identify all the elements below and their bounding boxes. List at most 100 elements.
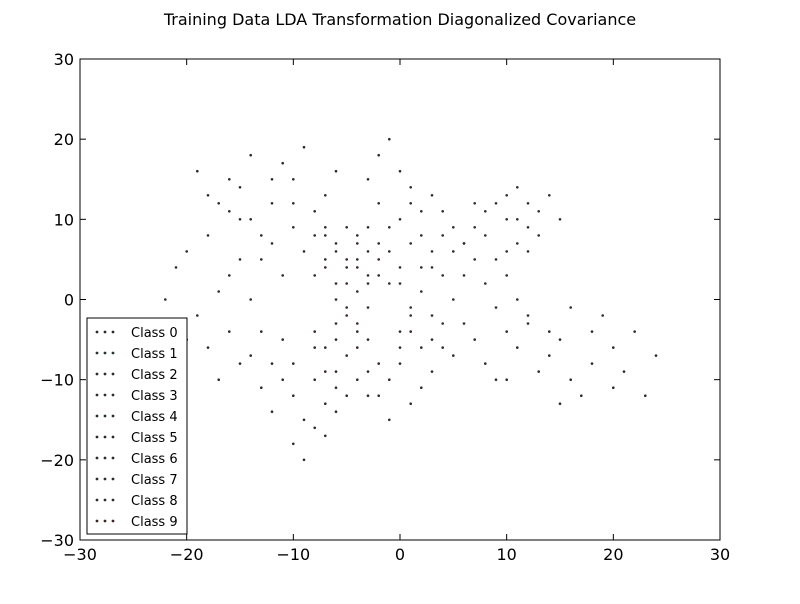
data-point xyxy=(249,354,252,357)
y-tick-label: 10 xyxy=(54,210,74,229)
legend-item[interactable]: Class 1 xyxy=(95,347,178,362)
data-point xyxy=(505,378,509,382)
data-point xyxy=(420,234,423,237)
series-5 xyxy=(249,330,349,462)
data-point xyxy=(548,194,551,197)
data-point xyxy=(420,266,423,269)
data-point xyxy=(206,234,210,237)
legend-item[interactable]: Class 6 xyxy=(95,452,178,467)
data-point xyxy=(228,210,231,213)
data-point xyxy=(356,290,359,293)
data-point xyxy=(516,298,519,301)
y-tick-label: −20 xyxy=(40,451,74,470)
data-point xyxy=(558,338,562,341)
legend-item[interactable]: Class 7 xyxy=(95,473,178,488)
data-point xyxy=(238,218,242,221)
data-point xyxy=(345,394,349,398)
data-point xyxy=(569,306,572,309)
legend-marker xyxy=(111,351,115,355)
data-point xyxy=(590,330,594,333)
data-point xyxy=(398,218,402,221)
series-4 xyxy=(505,306,658,406)
data-point xyxy=(356,330,359,333)
legend-marker xyxy=(103,519,107,523)
data-point xyxy=(430,314,434,317)
data-point xyxy=(366,338,370,341)
data-point xyxy=(633,330,636,333)
data-point xyxy=(420,290,423,293)
data-point xyxy=(270,178,274,181)
data-point xyxy=(441,346,445,349)
legend-label: Class 9 xyxy=(131,515,178,530)
legend-label: Class 8 xyxy=(131,494,178,509)
data-point xyxy=(281,274,285,277)
data-point xyxy=(292,226,295,229)
legend-item[interactable]: Class 9 xyxy=(95,515,178,530)
data-point xyxy=(302,145,306,149)
legend-marker xyxy=(95,477,99,481)
legend-marker xyxy=(95,330,99,334)
data-point xyxy=(356,322,359,325)
legend-item[interactable]: Class 4 xyxy=(95,410,178,425)
data-point xyxy=(302,418,306,422)
data-point xyxy=(366,394,370,398)
data-point xyxy=(292,394,295,398)
data-point xyxy=(409,306,413,309)
legend-item[interactable]: Class 0 xyxy=(95,326,178,341)
data-point xyxy=(345,306,349,309)
series-9 xyxy=(313,242,413,398)
data-point xyxy=(398,169,402,173)
data-point xyxy=(484,234,487,237)
data-point xyxy=(334,250,338,253)
legend-label: Class 5 xyxy=(131,431,178,446)
data-point xyxy=(494,258,498,261)
data-point xyxy=(292,362,295,365)
data-point xyxy=(409,314,413,317)
data-point xyxy=(313,330,317,333)
data-point xyxy=(516,186,519,189)
x-tick-label: 0 xyxy=(395,545,405,564)
data-point xyxy=(505,250,509,253)
points-layer xyxy=(164,137,658,462)
data-point xyxy=(249,218,252,221)
data-point xyxy=(452,226,455,229)
data-point xyxy=(324,346,327,349)
legend-marker xyxy=(111,456,115,460)
data-point xyxy=(345,258,349,261)
data-point xyxy=(484,282,487,285)
legend-item[interactable]: Class 8 xyxy=(95,494,178,509)
data-point xyxy=(196,314,199,317)
data-point xyxy=(654,354,658,357)
data-point xyxy=(238,258,242,261)
data-point xyxy=(377,242,381,245)
legend-marker xyxy=(111,519,115,523)
data-point xyxy=(324,434,327,438)
data-point xyxy=(260,234,263,237)
data-point xyxy=(345,266,349,269)
data-point xyxy=(409,186,413,189)
data-point xyxy=(324,226,327,229)
data-point xyxy=(430,370,434,373)
data-point xyxy=(324,266,327,269)
data-point xyxy=(420,210,423,213)
data-point xyxy=(292,442,295,446)
legend-item[interactable]: Class 5 xyxy=(95,431,178,446)
data-point xyxy=(324,370,327,373)
legend[interactable]: Class 0 Class 1 Class 2 Class 3 Class 4 Class… xyxy=(86,317,188,535)
data-point xyxy=(473,258,477,261)
legend-box xyxy=(86,317,188,535)
data-point xyxy=(388,137,391,141)
data-point xyxy=(324,258,327,261)
data-point xyxy=(430,250,434,253)
legend-item[interactable]: Class 3 xyxy=(95,389,178,404)
data-point xyxy=(537,234,540,237)
data-point xyxy=(537,370,540,373)
data-point xyxy=(228,330,231,333)
data-point xyxy=(441,234,445,237)
data-point xyxy=(548,354,551,357)
data-point xyxy=(377,202,381,205)
legend-item[interactable]: Class 2 xyxy=(95,368,178,383)
data-point xyxy=(409,202,413,205)
data-point xyxy=(377,258,381,261)
legend-label: Class 3 xyxy=(131,389,178,404)
